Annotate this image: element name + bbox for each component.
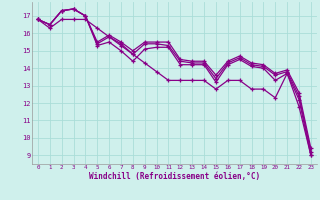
X-axis label: Windchill (Refroidissement éolien,°C): Windchill (Refroidissement éolien,°C) (89, 172, 260, 181)
